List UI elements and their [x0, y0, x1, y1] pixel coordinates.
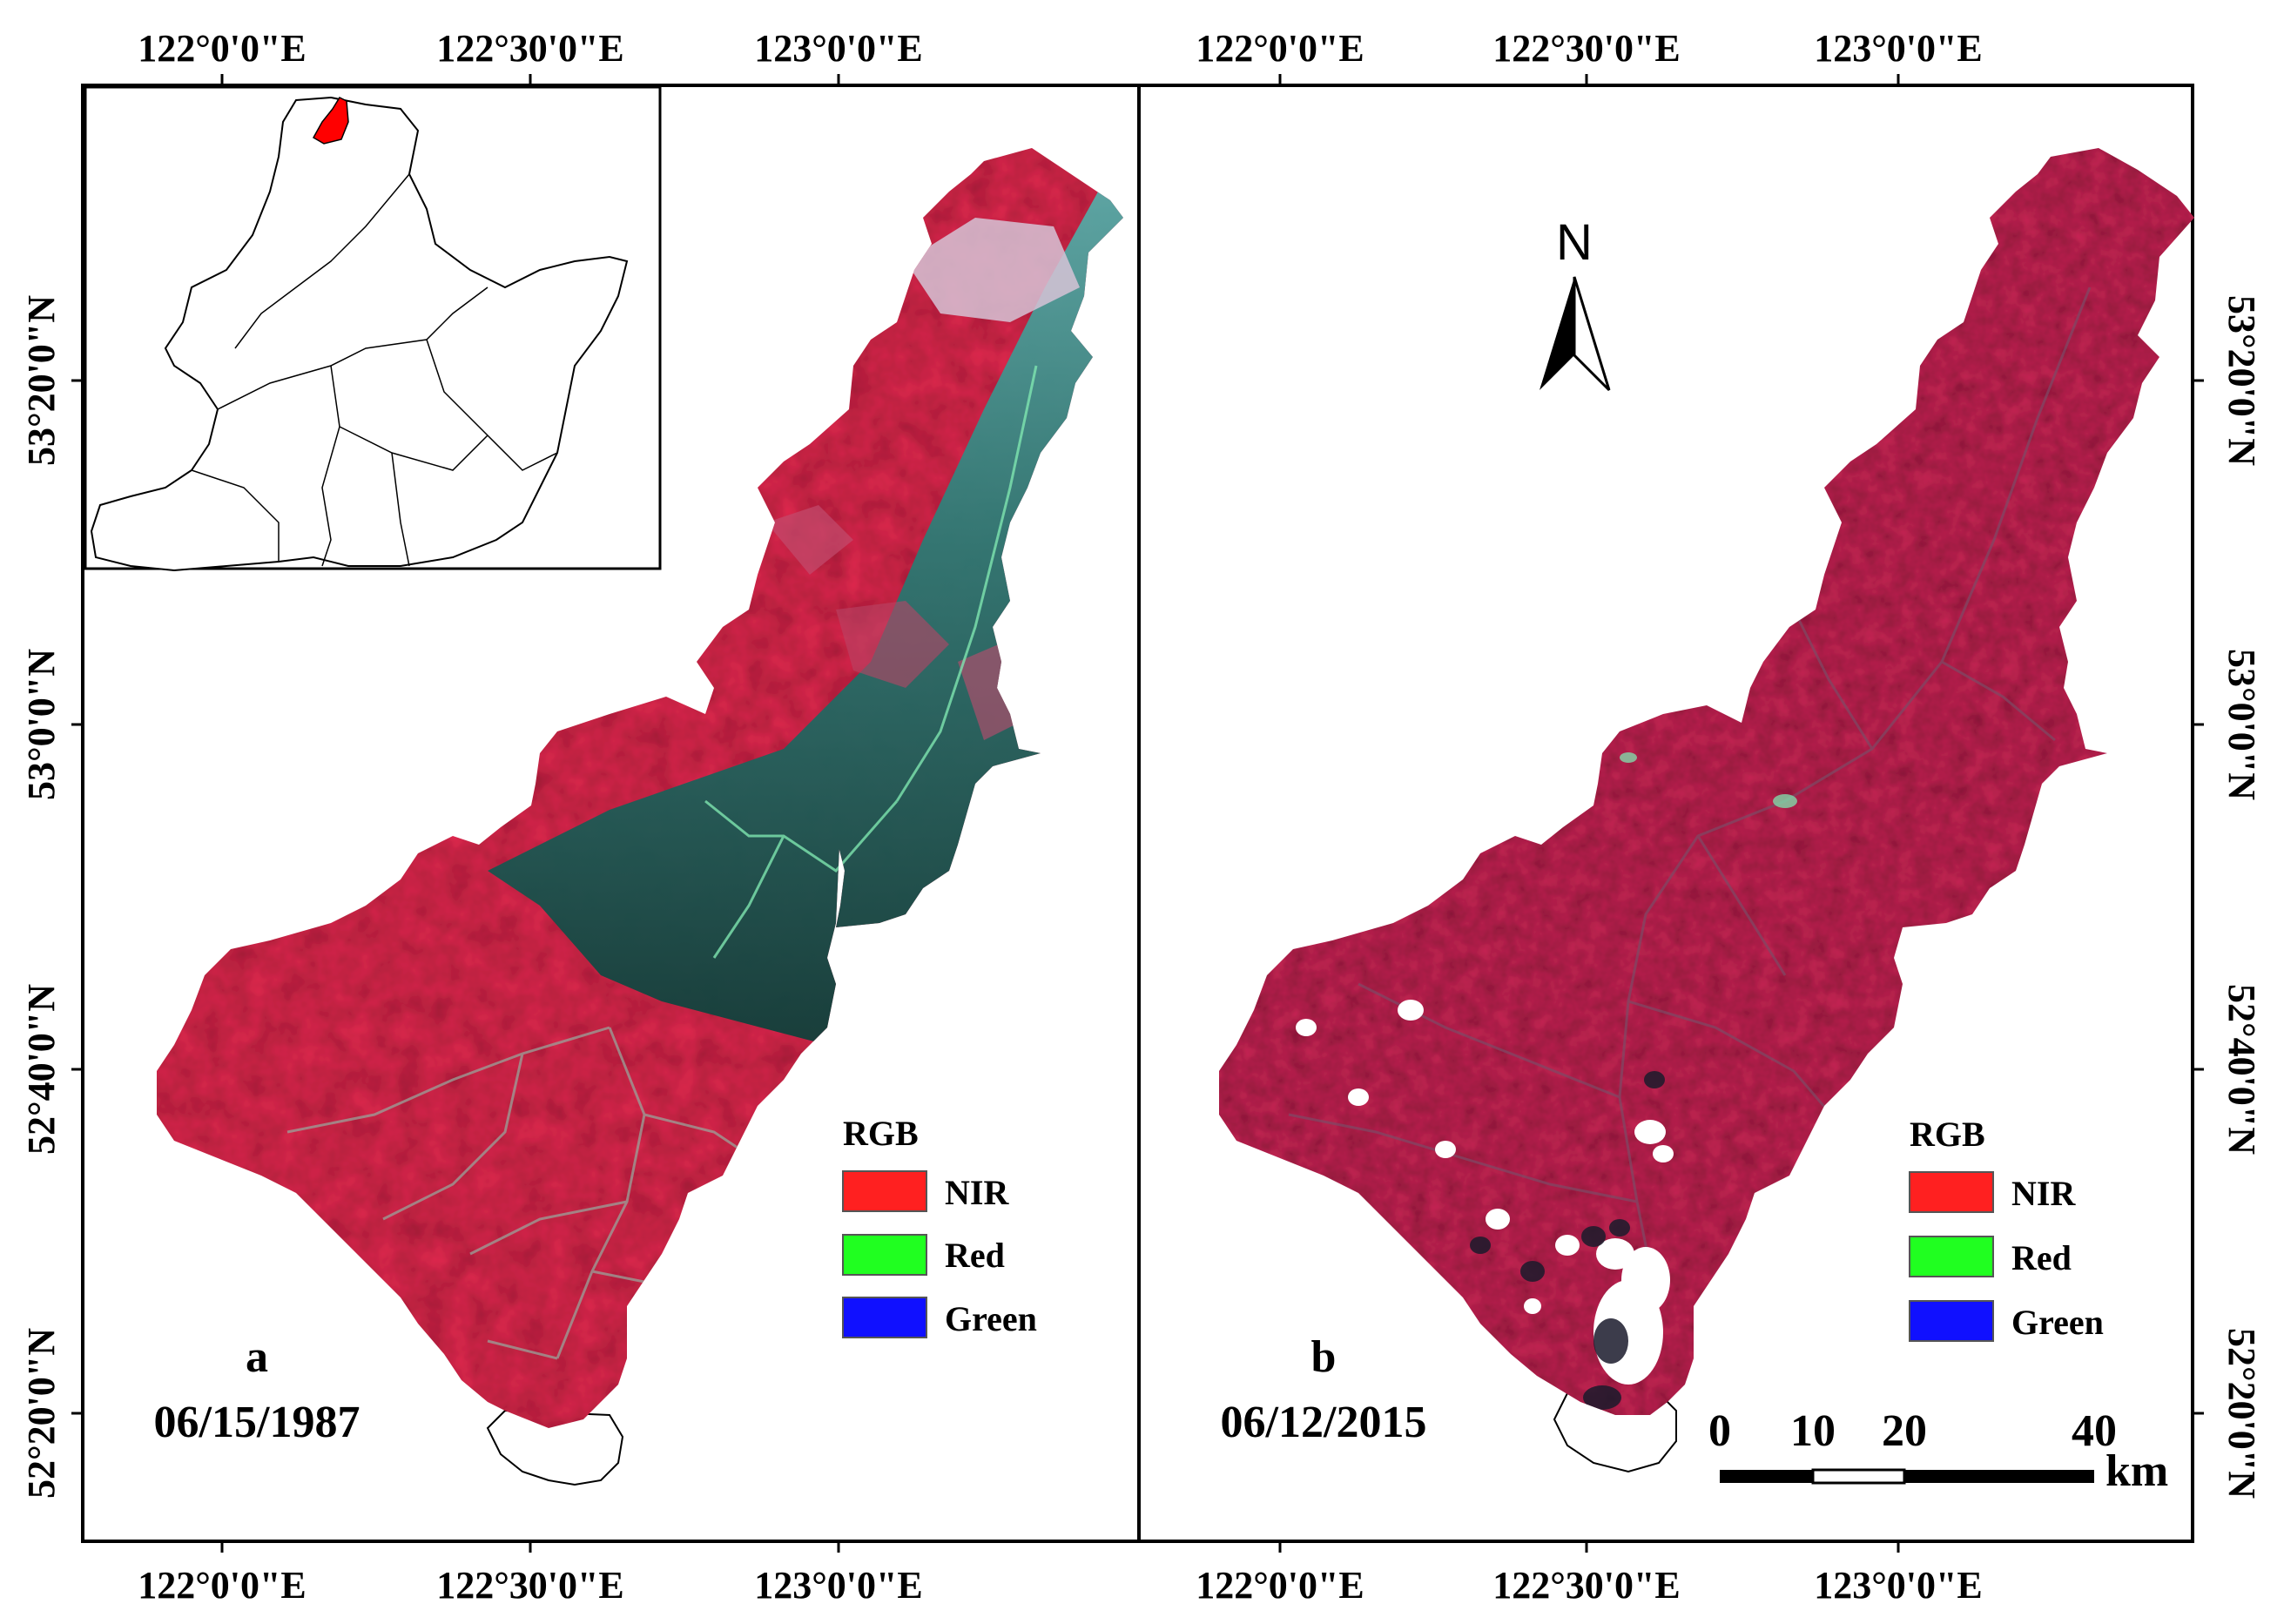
- panel-a-top-tick-3: 123°0'0"E: [754, 27, 923, 70]
- legend-b-title: RGB: [1910, 1115, 1985, 1154]
- panel-a-top-tick-2: 122°30'0"E: [436, 27, 624, 70]
- panel-b-bottom-tick-2: 122°30'0"E: [1492, 1564, 1681, 1607]
- panel-a-left-tick-1: 53°20'0"N: [20, 295, 63, 466]
- panel-b: N RGB NIR Red Green 0 10 20 40 km b 06/1…: [1137, 27, 2263, 1607]
- legend-swatch-nir: [842, 1170, 927, 1212]
- panel-b-date: 06/12/2015: [1221, 1398, 1427, 1447]
- panel-a-left-tick-4: 52°20'0"N: [20, 1328, 63, 1499]
- scale-tick-20: 20: [1882, 1406, 1927, 1456]
- panel-a-left-tick-2: 53°0'0"N: [20, 649, 63, 800]
- panel-a-bottom-tick-2: 122°30'0"E: [436, 1564, 624, 1607]
- panel-b-top-tick-1: 122°0'0"E: [1196, 27, 1364, 70]
- panel-a-top-tick-1: 122°0'0"E: [138, 27, 307, 70]
- panel-b-cloud-shadows: [1470, 1071, 1665, 1410]
- legend-label-red: Red: [945, 1236, 1005, 1275]
- legend-b-label-nir: NIR: [2011, 1174, 2076, 1213]
- legend-b-swatch-red: [1909, 1236, 1994, 1277]
- legend-b-label-green: Green: [2011, 1303, 2104, 1342]
- legend-swatch-red: [842, 1234, 927, 1276]
- panel-b-right-tick-2: 53°0'0"N: [2220, 649, 2263, 800]
- legend-b-label-red: Red: [2011, 1238, 2072, 1277]
- panel-b-top-tick-3: 123°0'0"E: [1814, 27, 1983, 70]
- scale-bar: 0 10 20 40 km: [1708, 1406, 2168, 1496]
- panel-a-basin-outline: [486, 1409, 624, 1486]
- panel-b-bottom-tick-3: 123°0'0"E: [1814, 1564, 1983, 1607]
- legend-label-nir: NIR: [945, 1173, 1009, 1212]
- panel-b-bottom-tick-1: 122°0'0"E: [1196, 1564, 1364, 1607]
- panel-a-left-tick-3: 52°40'0"N: [20, 984, 63, 1155]
- panel-a-date: 06/15/1987: [154, 1398, 360, 1447]
- panel-a-tick-marks: [71, 74, 840, 1553]
- panel-b-frame: [1137, 84, 2194, 1543]
- panel-b-right-tick-1: 53°20'0"N: [2220, 295, 2263, 466]
- legend-title: RGB: [843, 1114, 919, 1153]
- scale-tick-0: 0: [1708, 1406, 1731, 1456]
- legend-b-swatch-green: [1909, 1300, 1994, 1342]
- panel-a-label: a: [246, 1332, 268, 1382]
- panel-b-label: b: [1311, 1332, 1337, 1382]
- panel-b-top-tick-2: 122°30'0"E: [1492, 27, 1681, 70]
- scale-tick-40: 40: [2072, 1406, 2117, 1456]
- panel-a-bottom-tick-1: 122°0'0"E: [138, 1564, 307, 1607]
- north-arrow: N: [1540, 214, 1611, 392]
- panel-b-right-tick-3: 52°40'0"N: [2220, 984, 2263, 1155]
- legend-b-swatch-nir: [1909, 1171, 1994, 1213]
- panel-a-inset-map: [84, 85, 662, 572]
- legend-label-green: Green: [945, 1299, 1037, 1338]
- scale-unit: km: [2105, 1446, 2168, 1496]
- scale-tick-10: 10: [1790, 1406, 1836, 1456]
- north-arrow-label: N: [1556, 214, 1593, 271]
- panel-a-legend: RGB NIR Red Green: [842, 1114, 1037, 1338]
- panel-b-right-tick-4: 52°20'0"N: [2220, 1328, 2263, 1499]
- panel-b-tick-marks: [1278, 74, 2204, 1553]
- panel-b-legend: RGB NIR Red Green: [1909, 1115, 2104, 1342]
- panel-a-bottom-tick-3: 123°0'0"E: [754, 1564, 923, 1607]
- inset-highlight-region: [312, 97, 349, 145]
- panel-a: RGB NIR Red Green a 06/15/1987 122°0'0"E…: [20, 27, 1141, 1607]
- legend-swatch-green: [842, 1297, 927, 1338]
